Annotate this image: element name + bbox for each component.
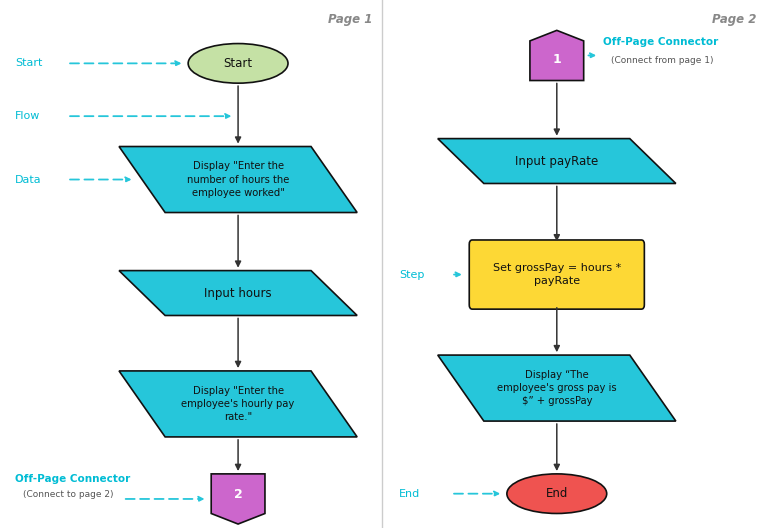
Text: 1: 1	[552, 53, 561, 66]
Polygon shape	[438, 139, 676, 184]
Text: Page 2: Page 2	[712, 13, 756, 26]
Text: Off-Page Connector: Off-Page Connector	[603, 37, 718, 47]
Text: End: End	[545, 487, 568, 500]
Text: Flow: Flow	[15, 111, 41, 121]
Polygon shape	[530, 30, 584, 80]
Text: Input payRate: Input payRate	[515, 155, 598, 167]
Polygon shape	[211, 474, 265, 524]
FancyBboxPatch shape	[469, 240, 644, 309]
Text: Step: Step	[399, 270, 425, 279]
Ellipse shape	[507, 474, 607, 513]
Text: (Connect from page 1): (Connect from page 1)	[611, 56, 713, 65]
Polygon shape	[438, 355, 676, 421]
Ellipse shape	[188, 44, 288, 83]
Text: 2: 2	[233, 488, 243, 501]
Polygon shape	[119, 146, 357, 212]
Polygon shape	[119, 270, 357, 315]
Text: Page 1: Page 1	[328, 13, 372, 26]
Text: Display "Enter the
number of hours the
employee worked": Display "Enter the number of hours the e…	[187, 162, 290, 197]
Polygon shape	[119, 371, 357, 437]
Text: Display "Enter the
employee's hourly pay
rate.": Display "Enter the employee's hourly pay…	[181, 386, 295, 422]
Text: Off-Page Connector: Off-Page Connector	[15, 474, 131, 484]
Text: Display “The
employee's gross pay is
$” + grossPay: Display “The employee's gross pay is $” …	[497, 370, 617, 406]
Text: Start: Start	[223, 57, 253, 70]
Text: (Connect to page 2): (Connect to page 2)	[23, 490, 114, 499]
Text: End: End	[399, 489, 421, 498]
Text: Set grossPay = hours *
payRate: Set grossPay = hours * payRate	[493, 263, 621, 286]
Text: Data: Data	[15, 175, 42, 184]
Text: Start: Start	[15, 59, 43, 68]
Text: Input hours: Input hours	[204, 287, 272, 299]
